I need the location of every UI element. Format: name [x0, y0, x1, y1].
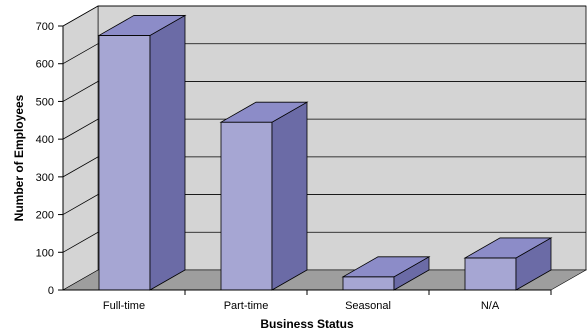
gridlines	[62, 5, 586, 253]
bar-front	[98, 35, 151, 291]
x-tick-labels: Full-time Part-time Seasonal N/A	[103, 290, 552, 312]
y-tick-label: 200	[36, 210, 54, 222]
y-tick-label: 600	[36, 59, 54, 71]
bar-top	[463, 237, 553, 259]
y-tick-label: 500	[36, 96, 54, 108]
bar-top	[97, 15, 187, 36]
x-tick-label: Full-time	[103, 300, 145, 312]
bar-top	[219, 101, 309, 123]
bar-side	[149, 14, 186, 291]
bar-seasonal	[341, 256, 431, 291]
bar-front	[464, 257, 517, 291]
gridline	[62, 81, 586, 102]
x-tick-label: Seasonal	[345, 300, 391, 312]
y-tick-label: 300	[36, 172, 54, 184]
y-tick-label: 700	[36, 21, 54, 33]
gridline	[62, 5, 586, 27]
x-axis-title: Business Status	[260, 317, 354, 331]
gridline	[62, 231, 586, 253]
bar-top	[341, 256, 431, 278]
gridline	[62, 156, 586, 178]
bar-front	[342, 276, 395, 291]
chart-side-wall	[62, 5, 99, 291]
gridline	[62, 118, 586, 140]
bar-side	[271, 101, 308, 291]
y-tick-label: 400	[36, 134, 54, 146]
y-axis-title: Number of Employees	[12, 94, 26, 221]
x-tick-label: Part-time	[224, 300, 269, 312]
bar-part-time	[219, 101, 309, 291]
bar-full-time	[97, 14, 187, 291]
y-tick-label: 0	[48, 285, 54, 297]
gridline	[62, 194, 586, 215]
x-tick-label: N/A	[481, 300, 500, 312]
y-tick-labels: 0 100 200 300 400 500 600 700	[36, 21, 63, 297]
bar-n-a	[463, 237, 553, 291]
bar-front	[220, 121, 273, 291]
gridline	[62, 43, 586, 65]
bars	[97, 14, 553, 291]
y-tick-label: 100	[36, 247, 54, 259]
